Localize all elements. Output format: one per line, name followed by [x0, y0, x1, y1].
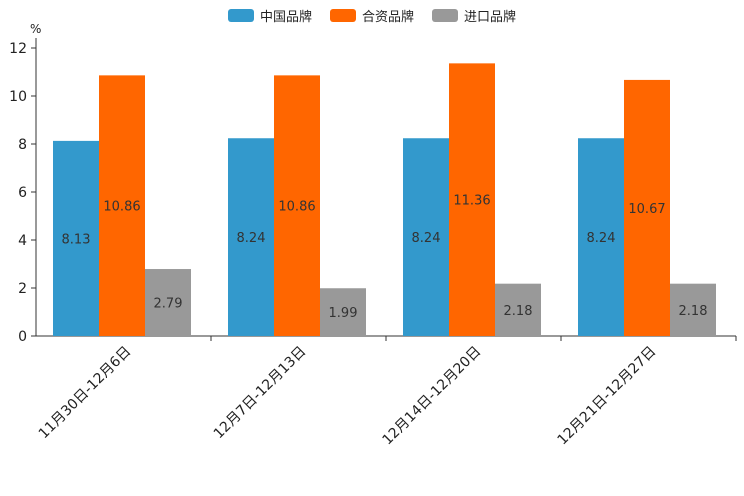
legend-swatch-import — [432, 9, 458, 22]
legend-label-import: 进口品牌 — [464, 10, 517, 25]
bar-s0-c0 — [53, 140, 99, 336]
bar-s1-c0 — [99, 75, 145, 337]
bar-s0-c1 — [228, 138, 274, 336]
data-label-s2-c2: 2.18 — [504, 304, 533, 319]
bar-s2-c1 — [320, 288, 366, 336]
data-label-s0-c3: 8.24 — [587, 231, 616, 246]
y-tick-label-12: 12 — [9, 41, 27, 57]
x-tick-label-1: 12月7日-12月13日 — [211, 344, 310, 443]
x-tick-label-0: 11月30日-12月6日 — [36, 344, 135, 443]
x-tick-label-2: 12月14日-12月20日 — [379, 344, 484, 449]
y-tick-label-8: 8 — [18, 137, 27, 153]
legend-swatch-joint — [329, 9, 356, 22]
bar-s2-c3 — [670, 283, 716, 336]
bar-s0-c3 — [578, 138, 624, 336]
legend-item-import[interactable]: 进口品牌 — [432, 6, 516, 25]
bar-s1-c3 — [624, 79, 670, 337]
data-label-s0-c2: 8.24 — [412, 231, 441, 246]
legend-label-china: 中国品牌 — [259, 10, 312, 25]
legend-item-joint[interactable]: 合资品牌 — [329, 6, 414, 25]
data-label-s1-c0: 10.86 — [103, 200, 140, 215]
data-label-s2-c0: 2.79 — [154, 297, 183, 312]
bar-s1-c1 — [274, 75, 320, 337]
data-label-s1-c3: 10.67 — [628, 202, 665, 217]
legend: 中国品牌 合资品牌 进口品牌 — [0, 6, 744, 25]
y-tick-label-0: 0 — [18, 329, 27, 345]
data-label-s0-c0: 8.13 — [62, 232, 91, 247]
y-tick-label-6: 6 — [18, 185, 27, 201]
data-label-s2-c1: 1.99 — [329, 306, 358, 321]
legend-label-joint: 合资品牌 — [361, 10, 414, 25]
y-tick-label-4: 4 — [18, 233, 27, 249]
legend-item-china[interactable]: 中国品牌 — [227, 6, 312, 25]
y-tick-label-10: 10 — [9, 89, 27, 105]
data-label-s1-c2: 11.36 — [453, 194, 490, 209]
bar-s2-c2 — [495, 283, 541, 336]
data-label-s0-c1: 8.24 — [237, 231, 266, 246]
bar-s0-c2 — [403, 138, 449, 336]
data-label-s2-c3: 2.18 — [679, 304, 708, 319]
bar-s1-c2 — [449, 63, 495, 337]
data-label-s1-c1: 10.86 — [278, 200, 315, 215]
x-tick-label-3: 12月21日-12月27日 — [554, 344, 659, 449]
bar-s2-c0 — [145, 269, 191, 336]
legend-swatch-china — [227, 9, 254, 22]
y-axis-unit: % — [30, 22, 42, 36]
y-tick-label-2: 2 — [18, 281, 27, 297]
